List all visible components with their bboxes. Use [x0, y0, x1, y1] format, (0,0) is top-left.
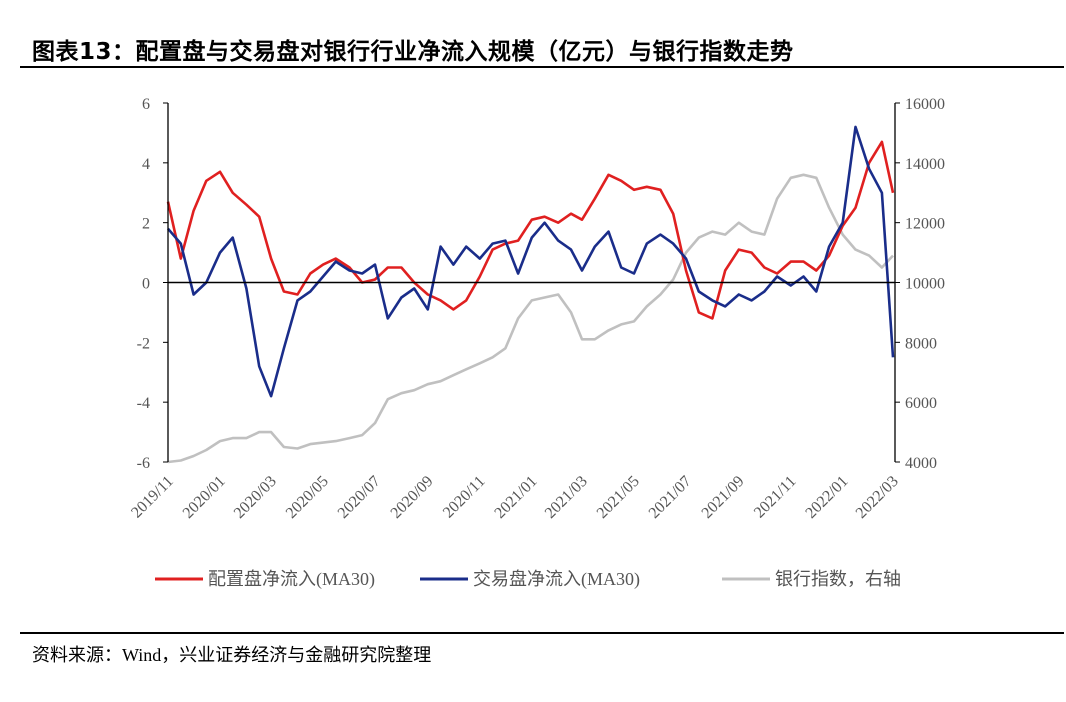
x-tick-label: 2020/03 [231, 473, 280, 522]
x-tick-label: 2020/05 [283, 473, 332, 522]
y-tick-label: 0 [142, 276, 150, 293]
y2-tick-label: 4000 [905, 455, 937, 472]
x-tick-label: 2020/01 [180, 473, 229, 522]
y-tick-label: 2 [142, 216, 150, 233]
x-tick-label: 2022/03 [853, 473, 902, 522]
series-line-2 [167, 173, 894, 464]
legend: 配置盘净流入(MA30) 交易盘净流入(MA30) 银行指数，右轴 [155, 569, 901, 590]
y2-tick-label: 16000 [905, 96, 945, 113]
x-tick-label: 2022/01 [802, 473, 851, 522]
x-tick-label: 2019/11 [128, 473, 177, 522]
x-tick-label: 2021/05 [594, 473, 643, 522]
x-tick-label: 2021/09 [699, 473, 748, 522]
source-note: 资料来源：Wind，兴业证券经济与金融研究院整理 [32, 645, 432, 665]
y2-tick-label: 12000 [905, 216, 945, 233]
y-tick-label: 6 [142, 96, 150, 113]
series-line-1 [167, 125, 895, 398]
x-tick-label: 2021/07 [646, 473, 695, 522]
legend-label-0: 配置盘净流入(MA30) [208, 569, 375, 590]
x-tick-label: 2021/01 [491, 473, 540, 522]
y2-tick-label: 10000 [905, 276, 945, 293]
y-tick-label: -6 [137, 455, 150, 472]
x-tick-label: 2020/07 [335, 473, 384, 522]
x-tick-label: 2020/11 [440, 473, 489, 522]
x-tick-label: 2021/11 [751, 473, 800, 522]
bottom-rule [20, 632, 1064, 634]
y2-tick-label: 14000 [905, 156, 945, 173]
legend-label-1: 交易盘净流入(MA30) [473, 569, 640, 590]
figure-title: 图表13：配置盘与交易盘对银行行业净流入规模（亿元）与银行指数走势 [32, 39, 794, 65]
y2-tick-label: 6000 [905, 395, 937, 412]
y-tick-label: -4 [137, 395, 150, 412]
y-tick-label: 4 [142, 156, 150, 173]
x-tick-label: 2021/03 [542, 473, 591, 522]
top-rule [20, 66, 1064, 68]
x-tick-label: 2020/09 [388, 473, 437, 522]
legend-label-2: 银行指数，右轴 [775, 569, 901, 589]
series-layer [166, 125, 895, 464]
y2-tick-label: 8000 [905, 335, 937, 352]
y-tick-label: -2 [137, 335, 150, 352]
series-line-0 [166, 140, 895, 320]
